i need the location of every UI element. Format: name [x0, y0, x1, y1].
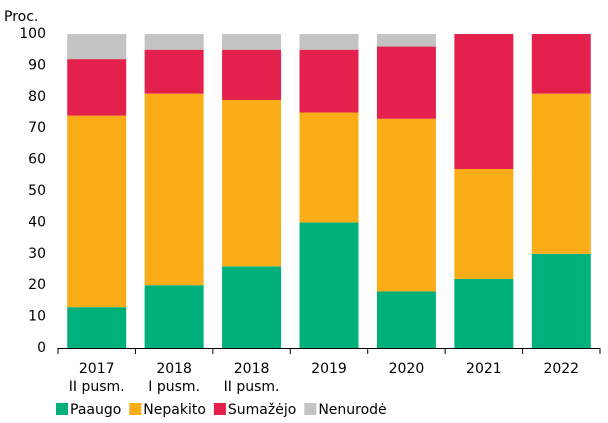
bar-segment: [299, 222, 359, 348]
y-tick-label: 80: [28, 89, 46, 105]
legend-label: Nepakito: [143, 402, 206, 418]
y-tick-label: 60: [28, 152, 46, 168]
y-tick-label: 20: [28, 277, 46, 293]
legend-swatch: [129, 403, 142, 415]
bar-segment: [454, 278, 514, 348]
legend-swatch: [213, 403, 226, 415]
bar-segment: [376, 118, 436, 292]
y-tick-label: 30: [28, 246, 46, 262]
x-tick-label: 2019: [311, 361, 347, 377]
legend-label: Paaugo: [70, 402, 121, 418]
bar-segment: [454, 34, 514, 170]
bar-segment: [222, 34, 282, 50]
y-tick-label: 0: [37, 340, 46, 356]
bar-segment: [531, 93, 591, 254]
y-tick-label: 10: [28, 309, 46, 325]
bar-segment: [144, 34, 204, 50]
bar-segment: [222, 49, 282, 100]
bar-segment: [454, 169, 514, 279]
bar-segment: [299, 112, 359, 223]
x-tick-label: II pusm.: [69, 379, 125, 395]
legend-label: Sumažėjo: [228, 402, 296, 418]
y-tick-label: 100: [19, 26, 46, 42]
bar-segment: [531, 253, 591, 348]
bar-segment: [376, 34, 436, 47]
bar-segment: [67, 59, 127, 116]
x-tick-label: 2018: [156, 361, 192, 377]
y-tick-label: 40: [28, 214, 46, 230]
bar-segment: [299, 49, 359, 113]
bar-segment: [67, 34, 127, 60]
legend-swatch: [304, 403, 317, 415]
bar-segment: [144, 93, 204, 286]
bar-segment: [531, 34, 591, 94]
y-axis-label: Proc.: [4, 9, 38, 25]
bar-segment: [222, 266, 282, 348]
y-tick-label: 70: [28, 120, 46, 136]
bar-segment: [67, 307, 127, 348]
y-tick-label: 50: [28, 183, 46, 199]
x-tick-label: 2022: [543, 361, 579, 377]
x-tick-label: 2021: [466, 361, 502, 377]
x-tick-label: 2020: [389, 361, 425, 377]
x-tick-label: II pusm.: [224, 379, 280, 395]
y-tick-label: 90: [28, 57, 46, 73]
bar-segment: [144, 49, 204, 94]
bar-segment: [376, 46, 436, 119]
bar-segment: [67, 115, 127, 308]
x-tick-label: 2017: [79, 361, 115, 377]
x-tick-label: 2018: [234, 361, 270, 377]
bar-segment: [144, 285, 204, 348]
legend-label: Nenurodė: [318, 402, 386, 418]
bar-segment: [222, 99, 282, 267]
bar-segment: [299, 34, 359, 50]
bar-segment: [376, 291, 436, 348]
x-tick-label: I pusm.: [148, 379, 200, 395]
legend-swatch: [56, 403, 68, 415]
